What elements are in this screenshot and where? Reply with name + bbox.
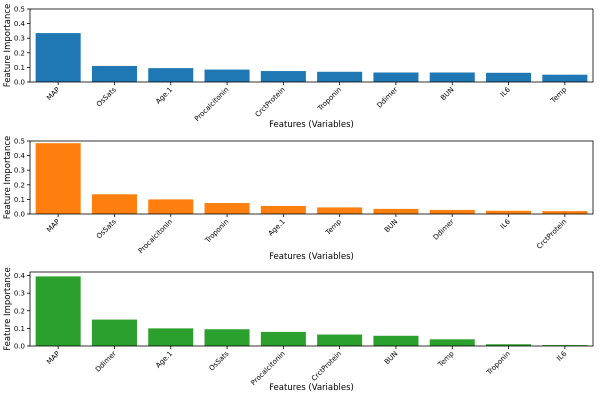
x-tick-label: OsSats	[208, 350, 231, 373]
y-tick-label: 0.2	[14, 181, 25, 189]
bar	[373, 335, 419, 346]
bar	[429, 72, 475, 82]
x-tick-label: Ddimer	[94, 350, 118, 374]
x-tick-label: Temp	[324, 217, 344, 237]
bar	[486, 210, 532, 214]
y-tick-label: 0.4	[14, 272, 26, 280]
bar	[260, 205, 306, 214]
bar	[148, 328, 194, 346]
x-tick-label: MAP	[45, 86, 61, 102]
x-axis-label: Features (Variables)	[269, 120, 354, 130]
bar	[35, 143, 81, 214]
y-tick-label: 0.3	[14, 167, 25, 175]
x-tick-label: MAP	[45, 218, 61, 234]
y-tick-label: 0.1	[14, 325, 25, 333]
y-axis-label: Feature Importance	[3, 267, 13, 351]
x-tick-label: Procalcitonin	[249, 350, 286, 387]
x-tick-label: OsSats	[95, 86, 118, 109]
y-tick-label: 0.3	[14, 35, 25, 43]
bar	[148, 199, 194, 214]
bar	[91, 65, 137, 82]
x-axis-label: Features (Variables)	[269, 252, 354, 262]
bar	[429, 209, 475, 214]
x-tick-label: Troponin	[485, 350, 512, 377]
bar	[317, 334, 363, 346]
bar	[373, 72, 419, 82]
bar	[542, 74, 588, 82]
bar	[373, 208, 419, 214]
y-tick-label: 0.0	[14, 343, 25, 351]
x-tick-label: BUN	[383, 350, 399, 366]
x-tick-label: Troponin	[203, 218, 230, 245]
bar	[148, 68, 194, 82]
axes-frame	[29, 271, 594, 347]
y-tick-label: 0.2	[14, 49, 25, 57]
x-tick-label: BUN	[439, 86, 455, 102]
bar	[317, 207, 363, 214]
x-tick-label: IL6	[499, 217, 512, 230]
bar	[317, 71, 363, 82]
x-axis-label: Features (Variables)	[269, 383, 354, 393]
x-tick-label: Temp	[436, 349, 456, 369]
y-tick-label: 0.3	[14, 290, 25, 298]
bar	[91, 194, 137, 214]
bar	[486, 344, 532, 346]
x-tick-label: CrctProtein	[535, 218, 568, 251]
x-tick-label: Age.1	[154, 350, 174, 370]
bar	[486, 72, 532, 82]
bar	[542, 211, 588, 214]
axes-frame	[29, 140, 594, 215]
x-tick-label: Age.1	[154, 86, 174, 106]
bar	[204, 329, 250, 346]
bar	[260, 71, 306, 82]
x-tick-label: Troponin	[316, 86, 343, 113]
x-tick-label: Temp	[549, 85, 569, 105]
y-tick-label: 0.1	[14, 196, 25, 204]
y-tick-label: 0.5	[14, 6, 25, 14]
x-tick-label: IL6	[555, 349, 568, 362]
y-tick-label: 0.2	[14, 307, 25, 315]
y-tick-label: 0.0	[14, 211, 25, 219]
bar	[35, 276, 81, 346]
y-tick-label: 0.1	[14, 64, 25, 72]
x-tick-label: CrctProtein	[254, 86, 287, 119]
axes-frame	[29, 8, 594, 83]
x-tick-label: Age.1	[267, 218, 287, 238]
bar	[260, 331, 306, 346]
x-tick-label: BUN	[383, 218, 399, 234]
y-tick-label: 0.4	[14, 152, 26, 160]
bar	[542, 345, 588, 346]
x-tick-label: Ddimer	[375, 86, 399, 110]
x-tick-label: Procalcitonin	[193, 86, 230, 123]
y-tick-label: 0.4	[14, 20, 26, 28]
x-tick-label: CrctProtein	[310, 350, 343, 383]
y-tick-label: 0.0	[14, 79, 25, 87]
x-tick-label: MAP	[45, 350, 61, 366]
bar	[204, 69, 250, 82]
x-tick-label: Ddimer	[432, 218, 456, 242]
bar	[35, 33, 81, 82]
x-tick-label: OsSats	[95, 218, 118, 241]
y-axis-label: Feature Importance	[3, 136, 13, 220]
y-tick-label: 0.5	[14, 138, 25, 146]
y-axis-label: Feature Importance	[3, 4, 13, 88]
bar	[204, 203, 250, 214]
bar	[91, 319, 137, 346]
x-tick-label: IL6	[499, 85, 512, 98]
bar	[429, 339, 475, 346]
x-tick-label: Procalcitonin	[137, 218, 174, 255]
